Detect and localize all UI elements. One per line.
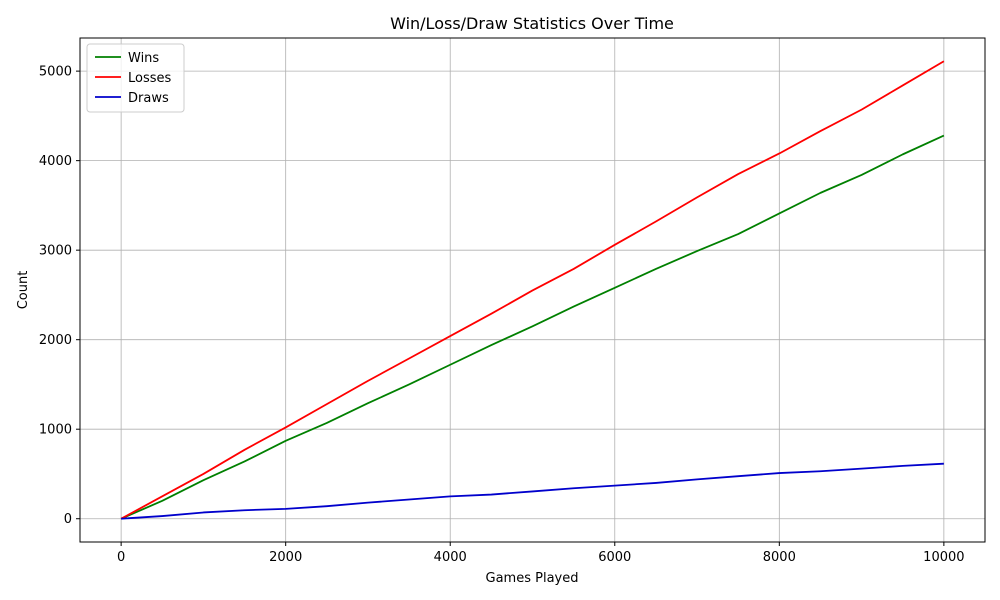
legend-label-wins: Wins [128,51,159,66]
grid-lines [80,38,985,542]
legend: Wins Losses Draws [86,43,185,113]
x-axis-ticks: 0 2000 4000 6000 8000 10000 [117,542,965,565]
y-axis-ticks: 0 1000 2000 3000 4000 5000 [39,65,80,527]
legend-label-draws: Draws [128,91,169,106]
x-tick-label: 10000 [923,550,964,565]
legend-box [86,43,185,113]
chart-title: Win/Loss/Draw Statistics Over Time [390,14,674,33]
y-axis-label: Count [16,271,31,310]
y-tick-label: 4000 [39,154,72,169]
x-tick-label: 6000 [598,550,631,565]
series-line-draws [121,462,944,520]
x-tick-label: 8000 [763,550,796,565]
y-tick-label: 0 [64,512,72,527]
x-axis-label: Games Played [486,571,579,586]
x-tick-label: 0 [117,550,125,565]
y-tick-label: 2000 [39,333,72,348]
x-tick-label: 2000 [269,550,302,565]
y-tick-label: 5000 [39,65,72,80]
series-layer [120,60,945,520]
series-line-losses [120,60,945,520]
y-tick-label: 3000 [39,244,72,259]
y-tick-label: 1000 [39,423,72,438]
legend-label-losses: Losses [128,71,172,86]
plot-frame [79,37,986,543]
series-line-wins [120,134,945,520]
x-tick-label: 4000 [434,550,467,565]
